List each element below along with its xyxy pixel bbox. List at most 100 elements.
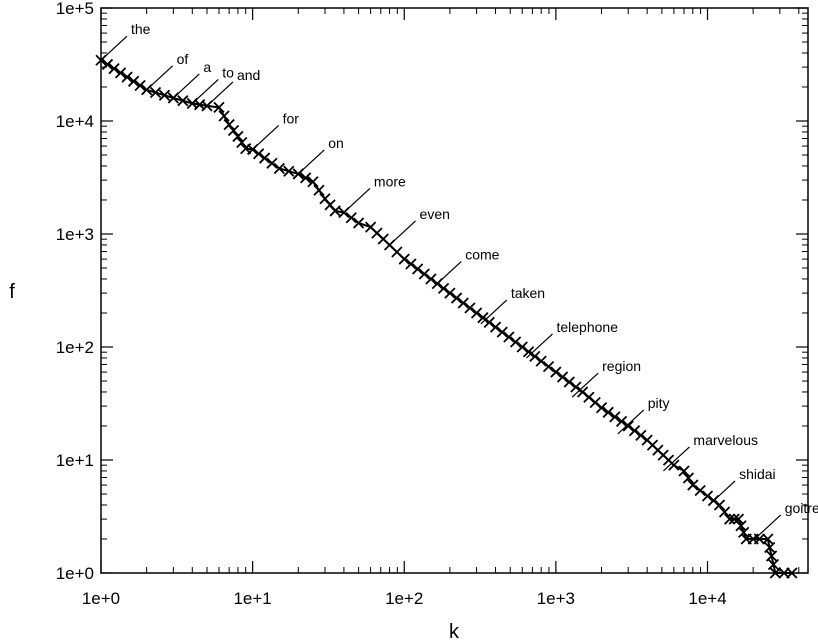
annotation-label: on bbox=[328, 135, 344, 151]
annotations: the ofa to and for on more even come taken telepho… bbox=[100, 21, 818, 540]
word-annotation: on bbox=[297, 135, 344, 175]
data-point-marker bbox=[425, 273, 437, 285]
data-point-marker bbox=[457, 297, 469, 309]
data-point-marker bbox=[477, 312, 489, 324]
y-tick-label: 1e+2 bbox=[56, 338, 94, 357]
annotation-leader-line bbox=[708, 480, 736, 506]
annotation-leader-line bbox=[172, 73, 200, 99]
data-point-marker bbox=[563, 376, 575, 388]
y-tick-label: 1e+3 bbox=[56, 225, 94, 244]
annotation-label: goitre bbox=[785, 500, 818, 516]
data-point-marker bbox=[682, 472, 695, 484]
data-point-marker bbox=[765, 550, 778, 562]
data-point-marker bbox=[602, 406, 614, 418]
annotation-label: the bbox=[131, 21, 151, 37]
data-point-marker bbox=[635, 429, 647, 442]
annotation-label: even bbox=[420, 206, 450, 222]
data-point-marker bbox=[236, 136, 248, 149]
annotation-label: and bbox=[237, 67, 260, 83]
annotation-label: for bbox=[283, 110, 300, 126]
data-point-marker bbox=[687, 479, 699, 491]
data-point-marker bbox=[767, 558, 780, 571]
series-line bbox=[100, 59, 792, 574]
annotation-label: telephone bbox=[556, 319, 618, 335]
x-tick-label: 1e+3 bbox=[537, 589, 575, 608]
data-point-marker bbox=[258, 152, 271, 164]
annotation-label: marvelous bbox=[693, 432, 758, 448]
annotation-label: a bbox=[203, 59, 211, 75]
data-point-marker bbox=[762, 533, 774, 545]
data-point-marker bbox=[470, 307, 483, 319]
y-tick-label: 1e+5 bbox=[56, 0, 94, 18]
data-point-marker bbox=[411, 263, 424, 275]
data-point-marker bbox=[134, 79, 146, 92]
data-point-marker bbox=[735, 520, 747, 532]
x-tick-label: 1e+0 bbox=[82, 589, 120, 608]
word-annotation: come bbox=[434, 247, 500, 286]
annotation-leader-line bbox=[343, 188, 371, 213]
annotation-leader-line bbox=[526, 333, 553, 359]
data-point-marker bbox=[437, 282, 450, 295]
annotation-leader-line bbox=[754, 514, 782, 540]
data-point-marker bbox=[489, 321, 502, 333]
data-point-marker bbox=[509, 336, 522, 348]
data-point-marker bbox=[556, 371, 569, 383]
annotation-leader-line bbox=[389, 220, 416, 246]
word-annotation: shidai bbox=[708, 466, 776, 506]
data-point-marker bbox=[352, 217, 365, 229]
annotation-leader-line bbox=[571, 372, 599, 398]
data-point-marker bbox=[391, 246, 403, 258]
data-point-marker bbox=[764, 541, 776, 554]
word-annotation: even bbox=[389, 206, 450, 246]
data-point-marker bbox=[737, 526, 750, 538]
data-point-marker bbox=[516, 341, 528, 353]
word-annotation: and bbox=[206, 67, 260, 107]
data-point-marker bbox=[149, 86, 162, 99]
data-point-marker bbox=[503, 331, 515, 343]
data-point-marker bbox=[496, 326, 508, 338]
data-point-marker bbox=[609, 411, 621, 423]
data-point-marker bbox=[266, 157, 278, 169]
x-tick-label: 1e+2 bbox=[385, 589, 423, 608]
annotation-leader-line bbox=[146, 65, 174, 91]
data-point-marker bbox=[127, 75, 140, 87]
data-point-marker bbox=[252, 148, 265, 160]
data-point-marker bbox=[589, 396, 601, 409]
data-point-marker bbox=[444, 287, 456, 299]
data-point-marker bbox=[283, 165, 295, 177]
annotation-leader-line bbox=[297, 149, 325, 175]
annotation-leader-line bbox=[617, 409, 645, 435]
annotation-label: shidai bbox=[739, 466, 776, 482]
x-tick-label: 1e+1 bbox=[233, 589, 271, 608]
word-annotation: goitre bbox=[754, 500, 818, 540]
data-point-marker bbox=[769, 567, 781, 579]
annotation-leader-line bbox=[206, 81, 234, 107]
y-axis-label: f bbox=[9, 281, 15, 303]
axis-ticks bbox=[100, 7, 808, 574]
y-tick-label: 1e+4 bbox=[56, 112, 94, 131]
annotation-label: of bbox=[177, 51, 189, 67]
data-point-marker bbox=[324, 199, 336, 211]
data-point-marker bbox=[307, 176, 319, 188]
data-point-marker bbox=[223, 118, 235, 131]
annotation-leader-line bbox=[252, 125, 280, 150]
y-tick-label: 1e+0 bbox=[56, 564, 94, 583]
data-point-marker bbox=[405, 258, 417, 270]
data-point-marker bbox=[542, 360, 555, 373]
data-point-marker bbox=[628, 425, 641, 437]
data-point-marker bbox=[121, 71, 133, 83]
data-point-marker bbox=[753, 533, 766, 545]
data-point-marker bbox=[232, 130, 244, 143]
word-annotation: region bbox=[571, 358, 641, 398]
data-point-marker bbox=[522, 346, 535, 358]
data-point-marker bbox=[299, 172, 312, 184]
data-point-marker bbox=[550, 366, 562, 378]
data-point-marker bbox=[718, 506, 731, 518]
annotation-leader-line bbox=[191, 79, 219, 104]
tick-labels: 1e+0 1e+1 1e+2 1e+3 1e+4 1e+0 1e+1 1e+2 1e+3 1e+4… bbox=[56, 0, 727, 608]
word-annotation: telephone bbox=[526, 319, 618, 359]
data-point-marker bbox=[535, 355, 547, 367]
annotation-leader-line bbox=[663, 446, 690, 472]
data-point-marker bbox=[114, 67, 127, 79]
